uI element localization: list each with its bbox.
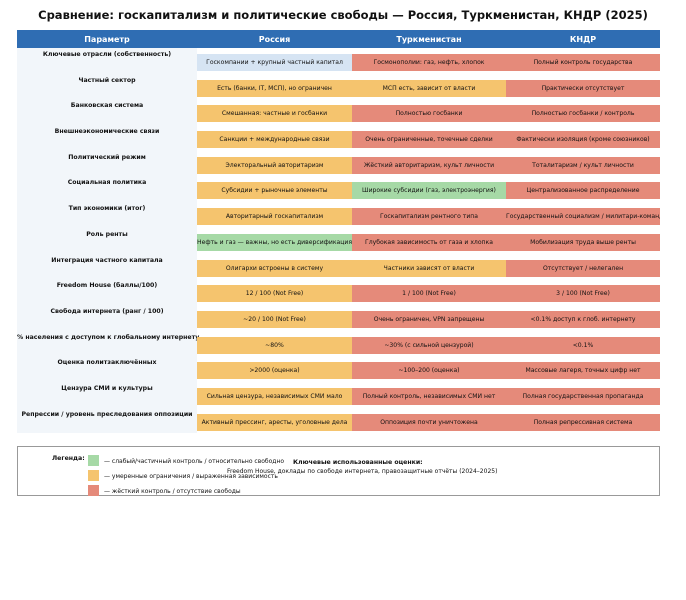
cell-russia: Олигархи встроены в систему bbox=[197, 259, 352, 277]
column-header-turkmenistan: Туркменистан bbox=[396, 34, 462, 44]
table-row: Свобода интернета (ранг / 100) ~20 / 100 … bbox=[17, 304, 660, 331]
legend-title: Легенда: bbox=[52, 455, 85, 462]
cell-russia: Авторитарный госкапитализм bbox=[197, 208, 352, 226]
row-param-label: Банковская система bbox=[17, 99, 197, 126]
cell-dprk: Тоталитаризм / культ личности bbox=[506, 156, 660, 174]
table-row: Интеграция частного капитала Олигархи вст… bbox=[17, 253, 660, 280]
cell-dprk: Полностью госбанки / контроль bbox=[506, 105, 660, 123]
table-row: Банковская система Смешанная: частные и г… bbox=[17, 99, 660, 126]
cell-russia: Электоральный авторитаризм bbox=[197, 156, 352, 174]
cell-turkmenistan: 1 / 100 (Not Free) bbox=[352, 285, 506, 303]
row-param-label: Роль ренты bbox=[17, 227, 197, 254]
cell-russia: Субсидии + рыночные элементы bbox=[197, 182, 352, 200]
row-param-label: Репрессии / уровень преследования оппози… bbox=[17, 407, 197, 434]
legend-label-orange: — умеренные ограничения / выраженная зав… bbox=[104, 473, 278, 480]
table-row: Роль ренты Нефть и газ — важны, но есть д… bbox=[17, 227, 660, 254]
cell-turkmenistan: Очень ограничен, VPN запрещены bbox=[352, 310, 506, 328]
cell-dprk: Полная репрессивная система bbox=[506, 413, 660, 431]
cell-turkmenistan: Жёсткий авторитаризм, культ личности bbox=[352, 156, 506, 174]
table-row: Тип экономики (итог) Авторитарный госкапи… bbox=[17, 202, 660, 228]
table-row: Внешнеэкономические связи Санкции + между… bbox=[17, 125, 660, 151]
cell-dprk: Практически отсутствует bbox=[506, 79, 660, 97]
legend-swatch-green bbox=[88, 455, 99, 466]
row-param-label: Тип экономики (итог) bbox=[17, 202, 197, 228]
cell-dprk: Отсутствует / нелегален bbox=[506, 259, 660, 277]
cell-russia: Санкции + международные связи bbox=[197, 131, 352, 149]
cell-russia: Нефть и газ — важны, но есть диверсифика… bbox=[197, 233, 352, 251]
legend-label-green: — слабый/частичный контроль / относитель… bbox=[104, 458, 285, 465]
cell-turkmenistan: МСП есть, зависит от власти bbox=[352, 79, 506, 97]
cell-turkmenistan: Глубокая зависимость от газа и хлопка bbox=[352, 233, 506, 251]
table-row: Оценка политзаключённых >2000 (оценка) ~10… bbox=[17, 356, 660, 382]
cell-dprk: 3 / 100 (Not Free) bbox=[506, 285, 660, 303]
cell-turkmenistan: Широкие субсидии (газ, электроэнергия) bbox=[352, 182, 506, 200]
chart-title: Сравнение: госкапитализм и политические … bbox=[38, 8, 648, 22]
cell-dprk: Государственный социализм / милитари-ком… bbox=[506, 208, 660, 226]
cell-turkmenistan: Частники зависят от власти bbox=[352, 259, 506, 277]
row-param-label: Интеграция частного капитала bbox=[17, 253, 197, 280]
cell-turkmenistan: Полный контроль, независимых СМИ нет bbox=[352, 387, 506, 405]
legend: Легенда: — слабый/частичный контроль / о… bbox=[17, 446, 660, 496]
row-param-label: Оценка политзаключённых bbox=[17, 356, 197, 382]
column-header-dprk: КНДР bbox=[569, 34, 597, 44]
comparison-table: Параметр Россия Туркменистан КНДР Ключев… bbox=[17, 30, 660, 434]
cell-dprk: Массовые лагеря, точных цифр нет bbox=[506, 362, 660, 380]
column-header-russia: Россия bbox=[258, 34, 291, 44]
cell-russia: >2000 (оценка) bbox=[197, 362, 352, 380]
table-body: Ключевые отрасли (собственность) Госкомпа… bbox=[17, 48, 660, 434]
legend-label-red: — жёсткий контроль / отсутствие свободы bbox=[104, 488, 241, 495]
cell-turkmenistan: ~100–200 (оценка) bbox=[352, 362, 506, 380]
row-param-label: Ключевые отрасли (собственность) bbox=[17, 48, 197, 74]
row-param-label: Социальная политика bbox=[17, 176, 197, 203]
table-row: Репрессии / уровень преследования оппози… bbox=[17, 407, 660, 434]
column-header-param: Параметр bbox=[84, 34, 130, 44]
cell-russia: Госкомпании + крупный частный капитал bbox=[197, 54, 352, 71]
table-row: Ключевые отрасли (собственность) Госкомпа… bbox=[17, 48, 660, 74]
cell-russia: Есть (банки, IT, МСП), но ограничен bbox=[197, 79, 352, 97]
cell-turkmenistan: Госкапитализм рентного типа bbox=[352, 208, 506, 226]
cell-turkmenistan: Очень ограниченные, точечные сделки bbox=[352, 131, 506, 149]
row-param-label: Политический режим bbox=[17, 150, 197, 177]
cell-russia: Активный прессинг, аресты, уголовные дел… bbox=[197, 413, 352, 431]
cell-dprk: <0.1% bbox=[506, 336, 660, 354]
cell-russia: Сильная цензура, независимых СМИ мало bbox=[197, 387, 352, 405]
sources-title: Ключевые использованные оценки: bbox=[293, 459, 423, 466]
table-row: Социальная политика Субсидии + рыночные э… bbox=[17, 176, 660, 203]
sources-text: Freedom House, доклады по свободе интерн… bbox=[227, 468, 498, 475]
cell-dprk: Мобилизация труда выше ренты bbox=[506, 233, 660, 251]
cell-turkmenistan: ~30% (с сильной цензурой) bbox=[352, 336, 506, 354]
cell-russia: ~80% bbox=[197, 336, 352, 354]
table-row: Частный сектор Есть (банки, IT, МСП), но … bbox=[17, 73, 660, 100]
legend-swatch-red bbox=[88, 485, 99, 496]
row-param-label: Цензура СМИ и культуры bbox=[17, 381, 197, 408]
row-param-label: Freedom House (баллы/100) bbox=[17, 279, 197, 305]
row-param-label: Внешнеэкономические связи bbox=[17, 125, 197, 151]
cell-dprk: Полный контроль государства bbox=[506, 54, 660, 71]
row-param-label: Частный сектор bbox=[17, 73, 197, 100]
row-param-label: Свобода интернета (ранг / 100) bbox=[17, 304, 197, 331]
table-row: Freedom House (баллы/100) 12 / 100 (Not F… bbox=[17, 279, 660, 305]
table-header: Параметр Россия Туркменистан КНДР bbox=[17, 30, 660, 48]
cell-turkmenistan: Госмонополии: газ, нефть, хлопок bbox=[352, 54, 506, 71]
row-param-label: % населения с доступом к глобальному инт… bbox=[17, 330, 199, 357]
table-row: Политический режим Электоральный авторита… bbox=[17, 150, 660, 177]
cell-dprk: Централизованное распределение bbox=[506, 182, 660, 200]
cell-russia: 12 / 100 (Not Free) bbox=[197, 285, 352, 303]
cell-dprk: Фактически изоляция (кроме союзников) bbox=[506, 131, 660, 149]
cell-dprk: <0.1% доступ к глоб. интернету bbox=[506, 310, 660, 328]
table-row: Цензура СМИ и культуры Сильная цензура, н… bbox=[17, 381, 660, 408]
cell-dprk: Полная государственная пропаганда bbox=[506, 387, 660, 405]
cell-turkmenistan: Оппозиция почти уничтожена bbox=[352, 413, 506, 431]
cell-russia: Смешанная: частные и госбанки bbox=[197, 105, 352, 123]
table-row: % населения с доступом к глобальному инт… bbox=[17, 330, 660, 357]
cell-russia: ~20 / 100 (Not Free) bbox=[197, 310, 352, 328]
legend-swatch-orange bbox=[88, 470, 99, 481]
cell-turkmenistan: Полностью госбанки bbox=[352, 105, 506, 123]
